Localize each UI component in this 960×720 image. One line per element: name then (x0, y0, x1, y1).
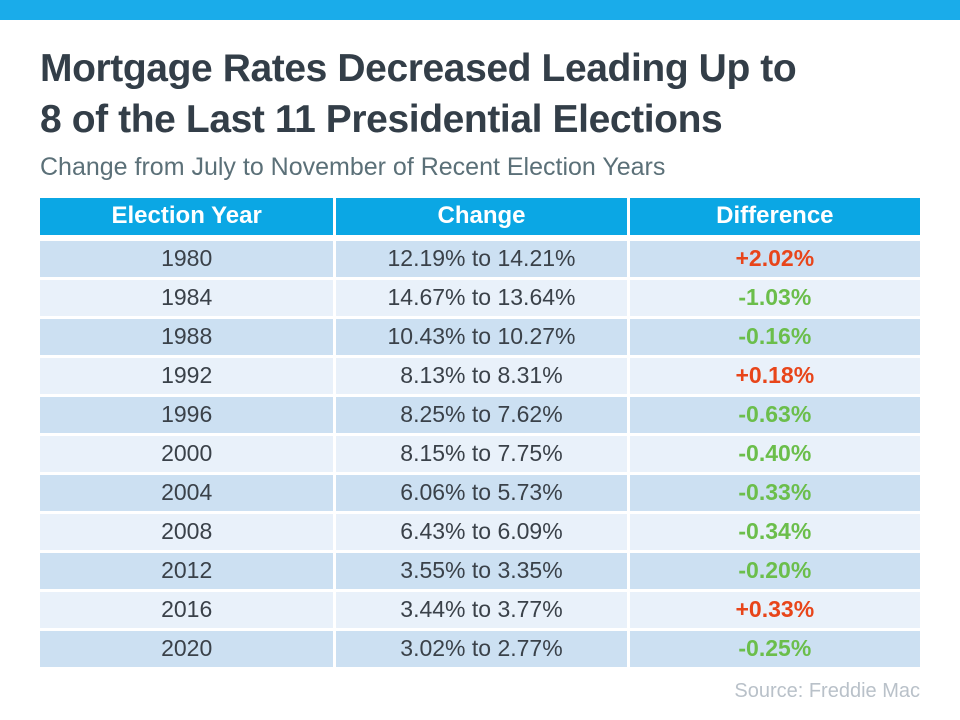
change-cell: 14.67% to 13.64% (333, 276, 627, 316)
year-cell: 2020 (40, 627, 334, 667)
change-cell: 6.43% to 6.09% (333, 510, 627, 550)
table-row: 2004 6.06% to 5.73% -0.33% (40, 471, 920, 511)
table-row: 2000 8.15% to 7.75% -0.40% (40, 432, 920, 472)
table-header-row: Election Year Change Difference (40, 197, 920, 235)
table-row: 2016 3.44% to 3.77% +0.33% (40, 588, 920, 628)
difference-cell: -0.40% (626, 432, 920, 472)
change-cell: 12.19% to 14.21% (333, 234, 627, 277)
table-row: 1996 8.25% to 7.62% -0.63% (40, 393, 920, 433)
column-header-election-year: Election Year (40, 197, 334, 235)
change-cell: 3.02% to 2.77% (333, 627, 627, 667)
difference-cell: -0.16% (626, 315, 920, 355)
table-row: 2020 3.02% to 2.77% -0.25% (40, 627, 920, 667)
table-row: 1988 10.43% to 10.27% -0.16% (40, 315, 920, 355)
year-cell: 1992 (40, 354, 334, 394)
rates-table: Election Year Change Difference 1980 12.… (40, 197, 920, 667)
change-cell: 8.25% to 7.62% (333, 393, 627, 433)
change-cell: 8.15% to 7.75% (333, 432, 627, 472)
slide-content: Mortgage Rates Decreased Leading Up to 8 … (0, 43, 960, 703)
difference-cell: -0.25% (626, 627, 920, 667)
table-row: 1984 14.67% to 13.64% -1.03% (40, 276, 920, 316)
year-cell: 1984 (40, 276, 334, 316)
page-title: Mortgage Rates Decreased Leading Up to 8 … (40, 43, 920, 146)
year-cell: 2016 (40, 588, 334, 628)
table-row: 2008 6.43% to 6.09% -0.34% (40, 510, 920, 550)
page-subtitle: Change from July to November of Recent E… (40, 152, 666, 181)
difference-cell: -0.20% (626, 549, 920, 589)
year-cell: 2004 (40, 471, 334, 511)
change-cell: 6.06% to 5.73% (333, 471, 627, 511)
change-cell: 10.43% to 10.27% (333, 315, 627, 355)
year-cell: 2012 (40, 549, 334, 589)
year-cell: 1988 (40, 315, 334, 355)
column-header-difference: Difference (626, 197, 920, 235)
year-cell: 1980 (40, 234, 334, 277)
title-line-1: Mortgage Rates Decreased Leading Up to (40, 47, 797, 90)
top-accent-bar (0, 0, 960, 20)
year-cell: 2008 (40, 510, 334, 550)
table-row: 1992 8.13% to 8.31% +0.18% (40, 354, 920, 394)
difference-cell: -1.03% (626, 276, 920, 316)
source-credit: Source: Freddie Mac (734, 679, 920, 702)
year-cell: 1996 (40, 393, 334, 433)
table-row: 1980 12.19% to 14.21% +2.02% (40, 234, 920, 277)
year-cell: 2000 (40, 432, 334, 472)
change-cell: 3.44% to 3.77% (333, 588, 627, 628)
change-cell: 8.13% to 8.31% (333, 354, 627, 394)
difference-cell: -0.33% (626, 471, 920, 511)
change-cell: 3.55% to 3.35% (333, 549, 627, 589)
difference-cell: +0.18% (626, 354, 920, 394)
difference-cell: +2.02% (626, 234, 920, 277)
difference-cell: +0.33% (626, 588, 920, 628)
difference-cell: -0.63% (626, 393, 920, 433)
difference-cell: -0.34% (626, 510, 920, 550)
title-line-2: 8 of the Last 11 Presidential Elections (40, 98, 723, 142)
table-row: 2012 3.55% to 3.35% -0.20% (40, 549, 920, 589)
column-header-change: Change (333, 197, 627, 235)
